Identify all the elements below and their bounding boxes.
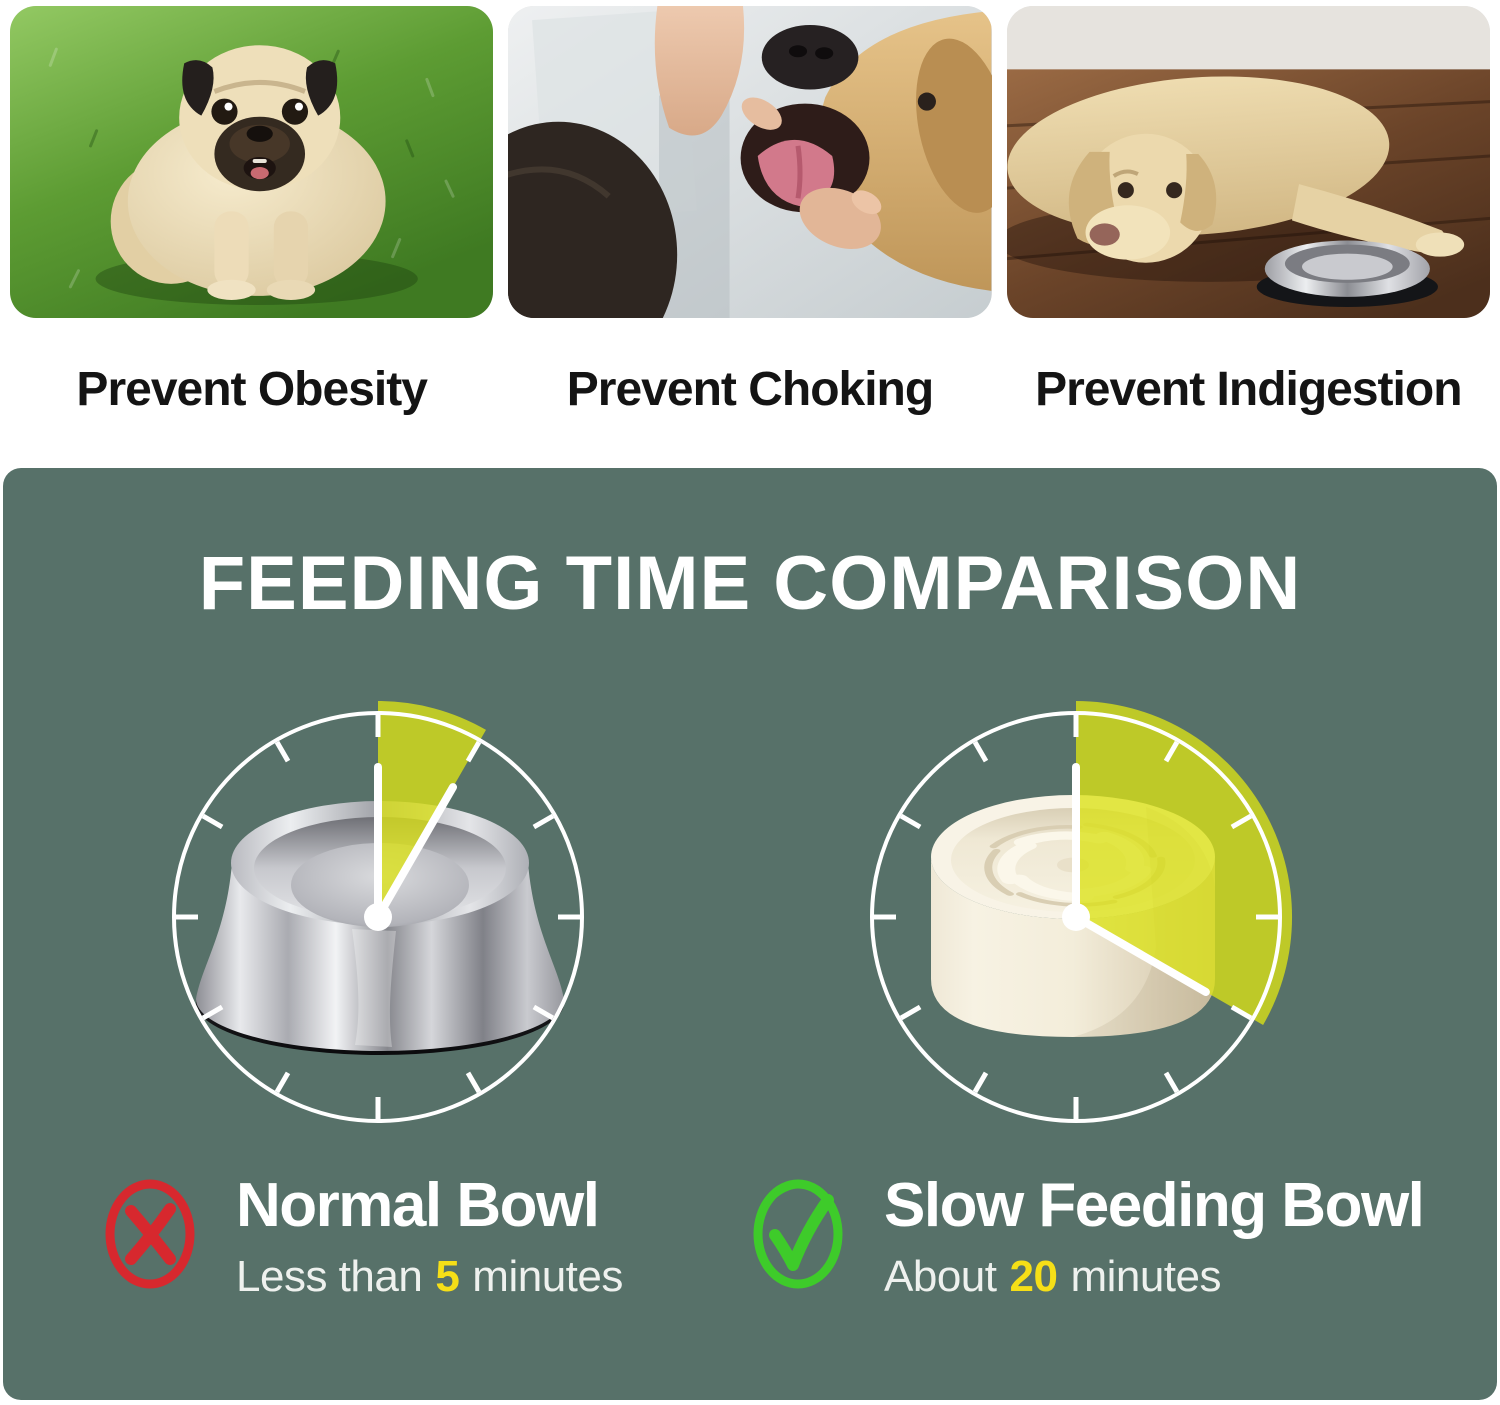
benefit-card-indigestion: Prevent Indigestion — [1006, 6, 1490, 462]
time-prefix: Less than — [236, 1252, 423, 1302]
clock-ticks — [874, 715, 1278, 1119]
time-value: 20 — [1009, 1252, 1058, 1302]
benefit-card-obesity: Prevent Obesity — [10, 6, 494, 462]
benefit-caption-obesity: Prevent Obesity — [76, 363, 427, 416]
clock-center-dot — [364, 903, 392, 931]
clock-face-circle — [870, 711, 1282, 1123]
benefit-card-choking: Prevent Choking — [508, 6, 992, 462]
clock-face-circle — [172, 711, 584, 1123]
mouth-check-illustration — [508, 6, 992, 318]
tired-dog-photo — [1006, 6, 1490, 318]
clock-hand-end — [374, 783, 457, 921]
cross-icon — [105, 1179, 195, 1289]
normal-bowl-clock — [172, 701, 584, 1123]
clock-center-dot — [1062, 903, 1090, 931]
obese-pug-photo — [10, 6, 494, 318]
time-value: 5 — [435, 1252, 460, 1302]
slow-bowl-label: Slow Feeding Bowl — [884, 1171, 1425, 1240]
benefit-caption-indigestion: Prevent Indigestion — [1035, 363, 1462, 416]
clock-ticks — [176, 715, 580, 1119]
benefits-row: Prevent Obesity — [0, 0, 1500, 462]
slow-bowl-text: Slow Feeding Bowl About 20 minutes — [884, 1171, 1425, 1302]
feeding-time-comparison-panel: FEEDING TIME COMPARISON — [3, 468, 1497, 1400]
slow-bowl-result: Slow Feeding Bowl About 20 minutes — [748, 1171, 1425, 1302]
time-prefix: About — [884, 1252, 997, 1302]
choking-check-photo — [508, 6, 992, 318]
normal-bowl-result: Normal Bowl Less than 5 minutes — [100, 1173, 623, 1302]
normal-bowl-label: Normal Bowl — [236, 1171, 600, 1240]
tired-dog-illustration — [1006, 6, 1490, 318]
time-suffix: minutes — [1070, 1252, 1222, 1302]
slow-bowl-time: About 20 minutes — [884, 1252, 1423, 1302]
obese-pug-illustration — [10, 6, 494, 318]
clock-hand-end — [1072, 913, 1210, 996]
normal-bowl-text: Normal Bowl Less than 5 minutes — [236, 1173, 623, 1302]
slow-feeding-bowl-clock — [870, 701, 1293, 1123]
normal-bowl-time: Less than 5 minutes — [236, 1252, 623, 1302]
time-suffix: minutes — [472, 1252, 623, 1302]
panel-title: FEEDING TIME COMPARISON — [198, 541, 1302, 626]
benefit-caption-choking: Prevent Choking — [566, 363, 934, 416]
check-icon — [753, 1179, 843, 1289]
